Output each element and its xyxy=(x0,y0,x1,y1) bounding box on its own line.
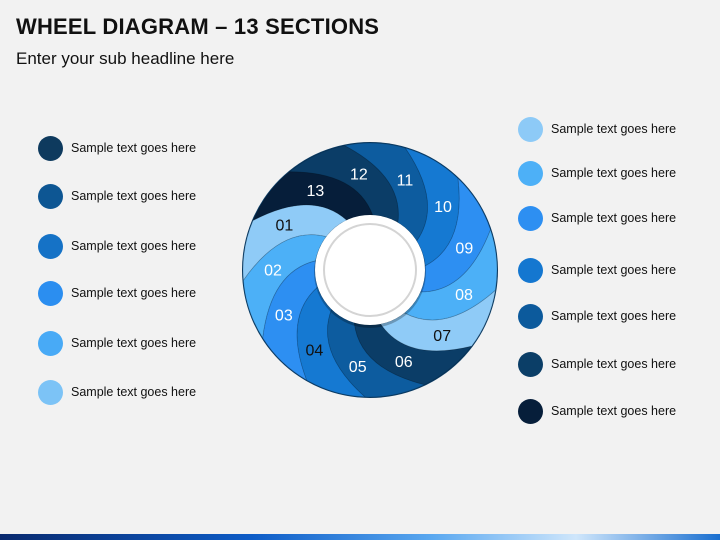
right-legend-item: Sample text goes here xyxy=(518,160,676,186)
wheel-segment-label: 10 xyxy=(434,199,452,216)
legend-label: Sample text goes here xyxy=(71,239,197,253)
right-legend-item: Sample text goes here xyxy=(518,116,676,142)
left-legend-item: Sample text goes here xyxy=(38,280,196,306)
legend-label: Sample text goes here xyxy=(71,141,197,155)
wheel-segment-label: 01 xyxy=(276,217,294,234)
right-legend-item: Sample text goes here xyxy=(518,351,676,377)
wheel-segment-label: 13 xyxy=(307,183,325,200)
left-legend-item: Sample text goes here xyxy=(38,183,196,209)
wheel-segment-13 xyxy=(252,171,374,222)
right-legend-item: Sample text goes here xyxy=(518,303,676,329)
right-legend-item: Sample text goes here xyxy=(518,398,676,424)
legend-label: Sample text goes here xyxy=(71,286,197,300)
legend-dot xyxy=(518,303,543,329)
legend-dot xyxy=(38,233,63,259)
page-title: WHEEL DIAGRAM – 13 SECTIONS xyxy=(16,14,380,39)
left-legend-item: Sample text goes here xyxy=(38,330,196,356)
wheel-hub-center xyxy=(323,223,417,317)
legend-label: Sample text goes here xyxy=(551,357,677,371)
wheel-segment-label: 04 xyxy=(306,342,324,359)
wheel-segment-label: 07 xyxy=(433,328,451,345)
legend-dot xyxy=(38,379,63,405)
legend-label: Sample text goes here xyxy=(71,189,197,203)
legend-label: Sample text goes here xyxy=(551,309,677,323)
legend-dot xyxy=(38,280,63,306)
left-legend-item: Sample text goes here xyxy=(38,233,196,259)
legend-label: Sample text goes here xyxy=(551,122,677,136)
legend-label: Sample text goes here xyxy=(551,211,677,225)
legend-dot xyxy=(38,183,63,209)
legend-label: Sample text goes here xyxy=(551,404,677,418)
wheel-segment-label: 05 xyxy=(349,359,367,376)
legend-dot xyxy=(518,398,543,424)
legend-dot xyxy=(518,205,543,231)
legend-dot xyxy=(518,116,543,142)
right-legend-item: Sample text goes here xyxy=(518,257,676,283)
right-legend-item: Sample text goes here xyxy=(518,205,676,231)
legend-label: Sample text goes here xyxy=(71,336,197,350)
legend-label: Sample text goes here xyxy=(551,166,677,180)
page-subtitle: Enter your sub headline here xyxy=(16,49,235,68)
wheel-segment-label: 06 xyxy=(395,354,413,371)
wheel-segment-label: 12 xyxy=(350,167,368,184)
left-legend-item: Sample text goes here xyxy=(38,135,196,161)
legend-dot xyxy=(38,135,63,161)
wheel-segment-label: 09 xyxy=(455,240,473,257)
wheel-segment-label: 03 xyxy=(275,308,293,325)
legend-dot xyxy=(518,160,543,186)
wheel-segment-label: 02 xyxy=(264,262,282,279)
legend-dot xyxy=(518,351,543,377)
left-legend-item: Sample text goes here xyxy=(38,379,196,405)
legend-dot xyxy=(518,257,543,283)
wheel-segment-label: 11 xyxy=(397,173,414,190)
legend-label: Sample text goes here xyxy=(551,263,677,277)
wheel-segment-label: 08 xyxy=(455,287,473,304)
legend-dot xyxy=(38,330,63,356)
bottom-accent-bar xyxy=(0,534,720,540)
legend-label: Sample text goes here xyxy=(71,385,197,399)
